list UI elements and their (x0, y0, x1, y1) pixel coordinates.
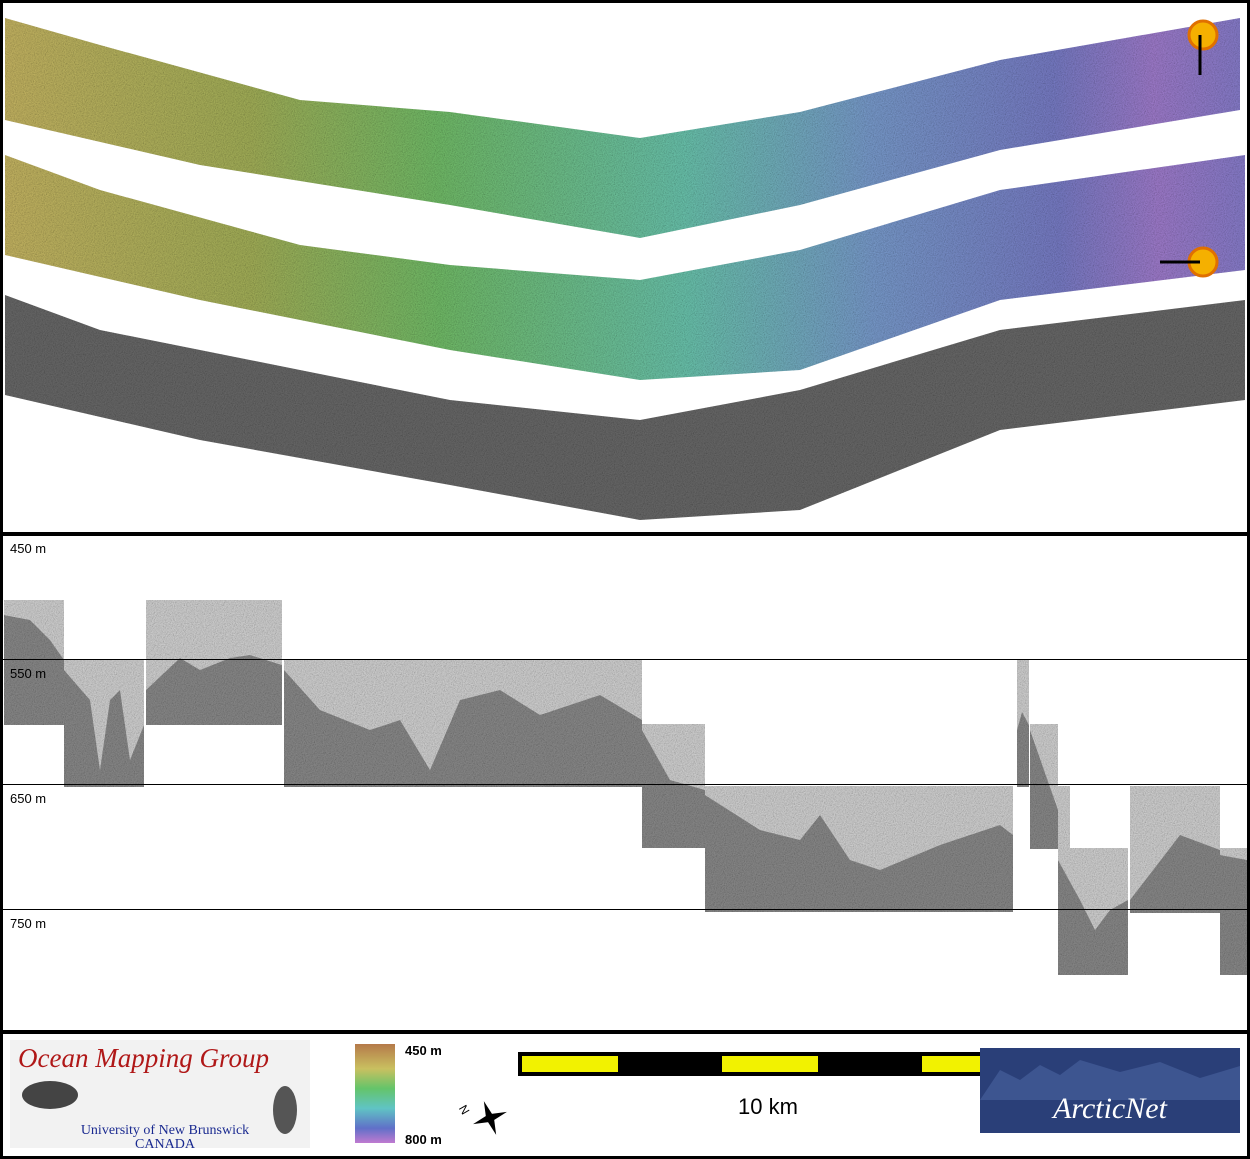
shape (1058, 860, 1128, 975)
shape (642, 730, 705, 848)
depth-label: 650 m (10, 791, 46, 806)
shape (1130, 835, 1220, 913)
shape (705, 795, 1013, 912)
swath-maps (5, 18, 1245, 520)
color-bar (355, 1044, 395, 1143)
logo-icon (22, 1081, 78, 1109)
logo-country: CANADA (135, 1137, 196, 1152)
depth-grid (0, 659, 1250, 910)
compass (473, 1101, 507, 1135)
ocean-mapping-logo: Ocean Mapping Group University of New Br… (10, 1040, 310, 1152)
logo-title: Ocean Mapping Group (18, 1043, 269, 1073)
shape (722, 1056, 818, 1072)
shape (522, 1056, 618, 1072)
shape (1030, 730, 1058, 849)
shape (284, 670, 642, 787)
partner-name: ArcticNet (1051, 1092, 1168, 1125)
shape (980, 1060, 1240, 1100)
depth-label: 450 m (10, 541, 46, 556)
sun-marker (1187, 19, 1219, 51)
shape (473, 1101, 507, 1135)
compass-letter: N (456, 1103, 472, 1118)
shape (1220, 855, 1247, 975)
backscatter-swath (5, 295, 1245, 520)
logo-icon (273, 1086, 297, 1134)
depth-label: 750 m (10, 916, 46, 931)
color-scale-top: 450 m (405, 1043, 442, 1058)
markers (1160, 19, 1219, 278)
bathymetry-swath (5, 155, 1245, 380)
shape (64, 670, 144, 787)
shape (4, 615, 64, 725)
color-scale-bottom: 800 m (405, 1132, 442, 1147)
depth-label: 550 m (10, 666, 46, 681)
bathymetry-swath (5, 18, 1240, 238)
arcticnet-logo: ArcticNet (980, 1048, 1240, 1133)
scale-label: 10 km (738, 1094, 798, 1119)
seabed (4, 615, 1247, 975)
shape (146, 655, 282, 725)
logo-university: University of New Brunswick (81, 1123, 249, 1138)
shape (1017, 712, 1029, 787)
scale-bar (518, 1052, 1022, 1076)
